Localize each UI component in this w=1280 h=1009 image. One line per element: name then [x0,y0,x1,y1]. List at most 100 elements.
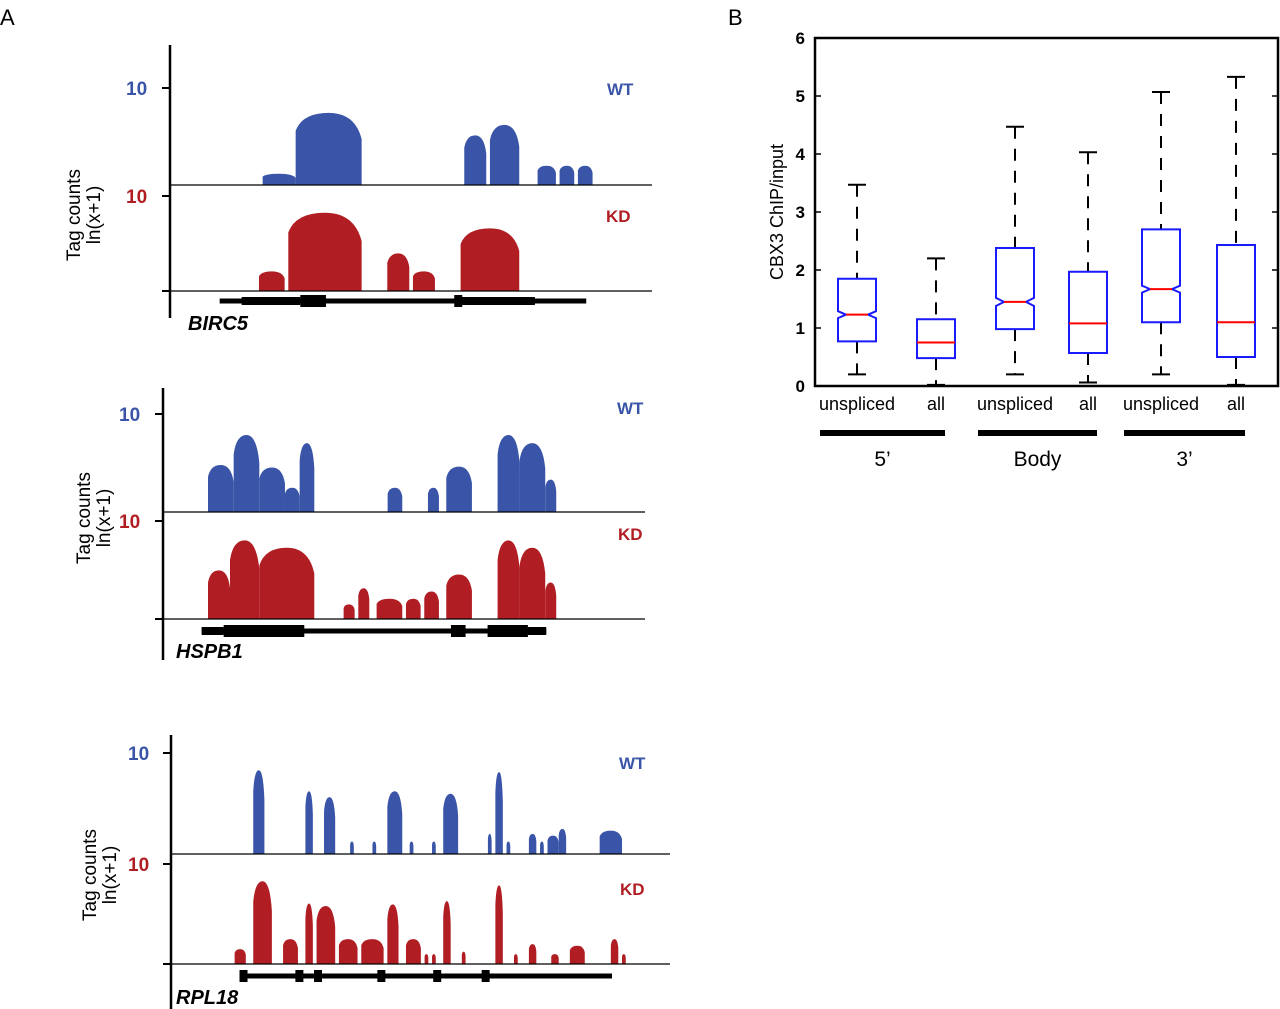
wt-coverage-segment [489,124,520,185]
gene-model-exon [377,970,386,982]
y-axis-label: Tag countsln(x+1) [64,169,105,261]
wt-coverage-segment [577,165,593,185]
gene-model-exon [300,295,326,307]
gene-model-exon [295,970,304,982]
box-body [995,246,1035,331]
kd-coverage-segment [460,228,520,291]
condition-label-kd: KD [606,207,631,226]
kd-coverage-segment [253,881,272,964]
gene-name-label: BIRC5 [188,313,249,335]
wt-coverage-segment [432,841,436,854]
kd-coverage-segment [258,271,285,291]
kd-coverage-segment [528,944,537,964]
x-category-label: unspliced [1123,394,1199,414]
gene-model-exon [487,625,528,637]
wt-coverage-segment [540,841,544,854]
tick-label-kd-max: 10 [126,187,147,208]
y-axis-label-line1: Tag counts [80,829,101,921]
kd-coverage-segment [412,271,435,291]
box-5: all [1216,75,1256,414]
panel-b-boxplot: 0 1 2 3 4 5 6 CBX3 ChIP/input unspliced all unspli… [767,29,1280,471]
kd-coverage-segment [338,939,358,964]
box-body [837,277,877,343]
wt-coverage-segment [537,165,556,185]
kd-coverage-segment [569,945,585,964]
wt-coverage-segment [295,112,362,185]
wt-coverage-segment [259,467,285,512]
wt-coverage-segment [443,793,459,854]
x-category-label: unspliced [819,394,895,414]
kd-coverage-segment [405,939,421,964]
tick-label-kd-max: 10 [119,512,140,533]
wt-coverage-segment [208,465,234,512]
wt-coverage-segment [387,487,403,512]
tick-label-wt-max: 10 [128,744,149,765]
wt-coverage-segment [253,770,265,854]
kd-coverage-segment [343,604,355,619]
x-category-label: unspliced [977,394,1053,414]
kd-coverage-segment [424,954,429,964]
gene-model-exon [461,297,535,305]
wt-coverage-segment [427,487,439,512]
kd-coverage-segment [513,954,518,964]
x-category-label: all [1227,394,1245,414]
kd-coverage-segment [361,939,384,964]
wt-coverage-segment [464,135,487,185]
box-0: unspliced [819,183,895,414]
kd-coverage-segment [283,939,298,964]
kd-coverage-segment [316,906,336,964]
gene-model-exon [450,625,466,637]
group-label: 3’ [1176,448,1192,471]
kd-coverage-segment [288,212,362,291]
kd-coverage-segment [208,570,230,619]
wt-coverage-segment [487,833,492,854]
wt-coverage-segment [559,165,575,185]
wt-coverage-segment [446,466,472,512]
box-2: unspliced [977,125,1053,414]
y-tick-label: 3 [796,203,805,222]
kd-coverage-segment [443,901,451,964]
group-label: Body [1014,448,1062,471]
box-4: unspliced [1123,90,1199,414]
wt-coverage-segment [497,435,520,512]
wt-coverage-segment [599,830,623,854]
group-bar [1124,430,1245,436]
y-axis-label-line2: ln(x+1) [94,489,115,548]
tick-label-wt-max: 10 [126,79,147,100]
x-category-label: all [927,394,945,414]
kd-coverage-segment [259,547,315,619]
wt-coverage-segment [387,791,403,854]
kd-coverage-segment [405,598,421,619]
plot-frame [813,36,1280,388]
y-axis-label: CBX3 ChIP/input [767,144,787,280]
wt-coverage-segment [324,797,336,854]
gene-model-exon [223,625,305,637]
gene-model-exon [433,970,442,982]
condition-label-wt: WT [617,399,644,418]
wt-coverage-segment [547,835,559,854]
condition-label-kd: KD [618,525,643,544]
wt-coverage-segment [495,771,503,854]
gene-model-exon [454,295,463,307]
group-label: 5’ [874,448,890,471]
kd-coverage-segment [461,951,466,964]
kd-coverage-segment [519,547,546,619]
x-category-label: all [1079,394,1097,414]
wt-coverage-segment [409,841,414,854]
y-tick-label: 4 [796,145,806,164]
gene-model-exon [201,627,224,635]
kd-coverage-segment [234,949,246,964]
y-axis-label-line1: Tag counts [74,472,95,564]
wt-coverage-segment [299,443,315,512]
condition-label-wt: WT [607,80,634,99]
wt-coverage-segment [262,173,296,185]
y-tick-label: 1 [796,319,805,338]
gene-model-exon [527,627,547,635]
y-axis-label: Tag countsln(x+1) [80,829,121,921]
wt-coverage-segment [372,841,377,854]
gene-name-label: HSPB1 [176,641,243,663]
kd-coverage-segment [497,540,520,619]
kd-coverage-segment [551,954,559,964]
